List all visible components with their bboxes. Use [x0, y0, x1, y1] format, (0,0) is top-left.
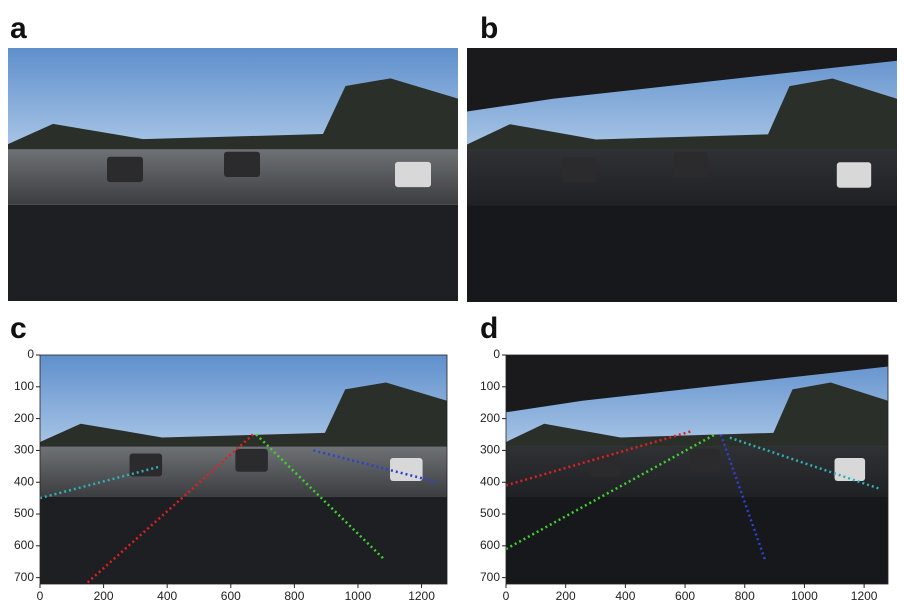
- car: [562, 157, 596, 182]
- y-tick-label: 100: [480, 379, 500, 393]
- x-tick-label: 1000: [345, 589, 372, 603]
- car: [390, 458, 423, 481]
- x-tick-label: 0: [37, 589, 44, 603]
- photo: [506, 355, 888, 584]
- y-tick-label: 0: [493, 347, 500, 361]
- x-tick-label: 0: [503, 589, 510, 603]
- y-tick-label: 600: [14, 538, 34, 552]
- x-tick-label: 1200: [408, 589, 435, 603]
- x-tick-label: 600: [675, 589, 695, 603]
- car: [130, 453, 163, 476]
- shadow: [40, 497, 447, 584]
- x-tick-label: 800: [735, 589, 755, 603]
- figure: abc0200400600800100012000100200300400500…: [0, 0, 904, 605]
- photo: [8, 48, 458, 301]
- y-tick-label: 0: [27, 347, 34, 361]
- car: [689, 449, 720, 472]
- car: [224, 152, 260, 177]
- y-tick-label: 400: [480, 474, 500, 488]
- panel-label: d: [480, 312, 498, 345]
- y-tick-label: 200: [14, 411, 34, 425]
- x-tick-label: 1000: [791, 589, 818, 603]
- x-tick-label: 200: [556, 589, 576, 603]
- car: [395, 162, 431, 187]
- y-tick-label: 400: [14, 474, 34, 488]
- y-tick-label: 300: [14, 443, 34, 457]
- y-tick-label: 700: [14, 570, 34, 584]
- x-tick-label: 1200: [851, 589, 878, 603]
- y-tick-label: 700: [480, 570, 500, 584]
- y-tick-label: 500: [14, 506, 34, 520]
- car: [673, 152, 707, 177]
- x-tick-label: 800: [284, 589, 304, 603]
- panel-label: c: [10, 312, 27, 345]
- car: [235, 449, 268, 472]
- y-tick-label: 300: [480, 443, 500, 457]
- x-tick-label: 400: [157, 589, 177, 603]
- car: [837, 162, 871, 187]
- x-tick-label: 200: [94, 589, 114, 603]
- x-tick-label: 600: [221, 589, 241, 603]
- y-tick-label: 200: [480, 411, 500, 425]
- car: [107, 157, 143, 182]
- y-tick-label: 100: [14, 379, 34, 393]
- panel-label: a: [10, 12, 27, 45]
- shadow: [8, 205, 458, 301]
- y-tick-label: 600: [480, 538, 500, 552]
- photo: [467, 48, 897, 302]
- x-tick-label: 400: [615, 589, 635, 603]
- y-tick-label: 500: [480, 506, 500, 520]
- panel-label: b: [480, 12, 498, 45]
- car: [590, 453, 621, 476]
- photo: [40, 355, 447, 584]
